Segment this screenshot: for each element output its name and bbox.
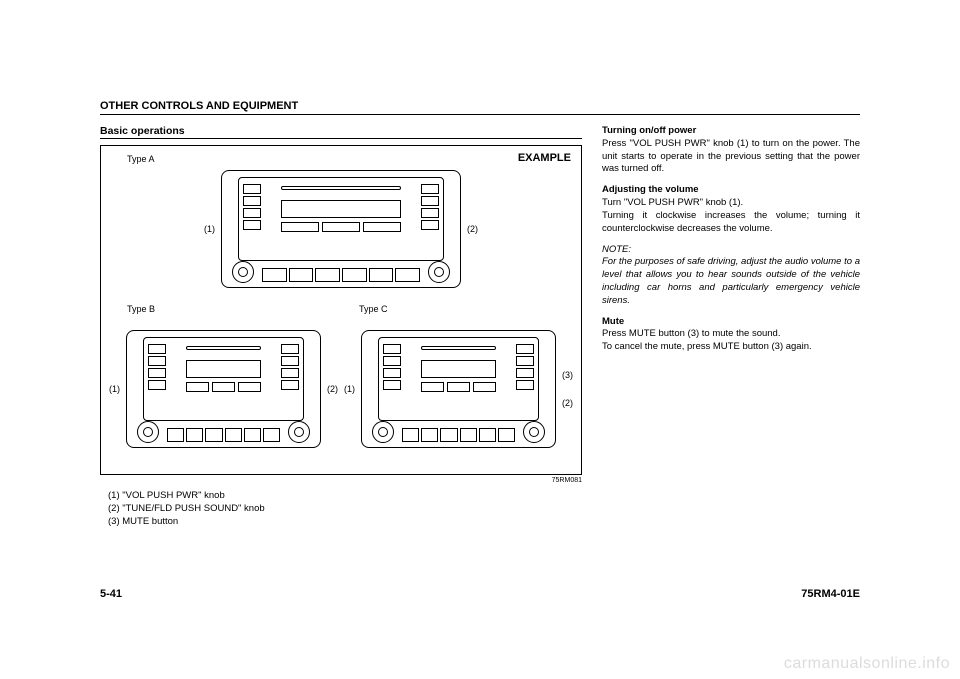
radio-type-b: [126, 330, 321, 448]
mid-buttons: [281, 222, 401, 232]
para-volume-1: Turn "VOL PUSH PWR" knob (1).: [602, 197, 743, 208]
para-power: Press "VOL PUSH PWR" knob (1) to turn on…: [602, 138, 860, 176]
para-volume-2: Turning it clockwise increases the volum…: [602, 210, 860, 236]
type-a-row: (1): [109, 170, 573, 288]
callout-1-c: (1): [344, 384, 355, 394]
watermark: carmanualsonline.info: [784, 655, 950, 673]
tune-knob: [428, 261, 450, 283]
page-number: 5-41: [100, 588, 122, 600]
side-buttons-left: [243, 184, 261, 230]
page: OTHER CONTROLS AND EQUIPMENT Basic opera…: [100, 100, 860, 600]
callout-2-b: (2): [327, 384, 338, 394]
content: Basic operations EXAMPLE Type A (1): [100, 125, 860, 528]
heading-mute: Mute: [602, 316, 624, 327]
side-buttons-right: [421, 184, 439, 230]
document-code: 75RM4-01E: [801, 588, 860, 600]
type-b-label: Type B: [127, 304, 341, 314]
left-column: Basic operations EXAMPLE Type A (1): [100, 125, 582, 528]
radio-face: [238, 177, 444, 261]
callout-1: (1): [204, 224, 215, 234]
example-label: EXAMPLE: [518, 152, 571, 164]
legend-3: (3) MUTE button: [108, 516, 582, 529]
callout-3-c: (3): [562, 370, 573, 380]
callout-2: (2): [467, 224, 478, 234]
callout-2-c: (2): [562, 398, 573, 408]
side-buttons-left: [148, 344, 166, 390]
type-a-label: Type A: [127, 154, 573, 164]
side-buttons-right: [281, 344, 299, 390]
type-bc-row: (1): [109, 330, 573, 448]
callout-1-b: (1): [109, 384, 120, 394]
legend-1: (1) "VOL PUSH PWR" knob: [108, 490, 582, 503]
side-buttons-right: [516, 344, 534, 390]
radio-type-c: [361, 330, 556, 448]
radio-face: [378, 337, 539, 421]
radio-type-a: [221, 170, 461, 288]
para-mute-1: Press MUTE button (3) to mute the sound.: [602, 328, 780, 339]
legend: (1) "VOL PUSH PWR" knob (2) "TUNE/FLD PU…: [108, 490, 582, 528]
radio-face: [143, 337, 304, 421]
heading-volume: Adjusting the volume: [602, 184, 699, 195]
heading-power: Turning on/off power: [602, 125, 696, 136]
display: [281, 200, 401, 218]
type-c-label: Type C: [359, 304, 573, 314]
preset-buttons: [262, 268, 420, 282]
note-body: For the purposes of safe driving, adjust…: [602, 256, 860, 307]
side-buttons-left: [383, 344, 401, 390]
note-label: NOTE:: [602, 244, 631, 255]
figure-code: 75RM081: [100, 477, 582, 484]
vol-knob: [232, 261, 254, 283]
page-header: OTHER CONTROLS AND EQUIPMENT: [100, 100, 860, 115]
section-title: Basic operations: [100, 125, 582, 139]
right-column: Turning on/off power Press "VOL PUSH PWR…: [602, 125, 860, 528]
para-mute-2: To cancel the mute, press MUTE button (3…: [602, 341, 812, 352]
cd-slot: [281, 186, 401, 190]
legend-2: (2) "TUNE/FLD PUSH SOUND" knob: [108, 503, 582, 516]
figure-box: EXAMPLE Type A (1): [100, 145, 582, 475]
